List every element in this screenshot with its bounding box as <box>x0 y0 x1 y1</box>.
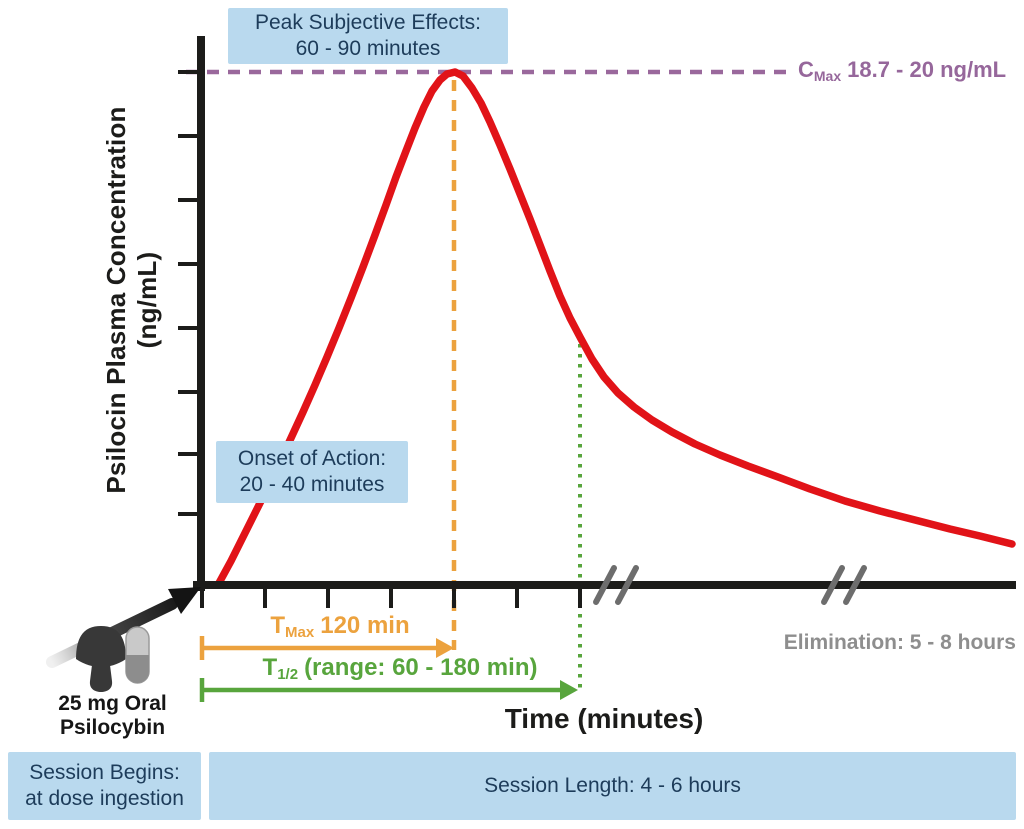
elimination-label: Elimination: 5 - 8 hours <box>783 631 1016 654</box>
tmax-value: 120 min <box>320 612 410 639</box>
thalf-label: T1/2 (range: 60 - 180 min) <box>260 654 540 683</box>
session-length-text: Session Length: 4 - 6 hours <box>484 774 741 797</box>
tmax-label: TMax 120 min <box>240 612 440 641</box>
y-axis-ticks <box>178 70 202 516</box>
thalf-prefix: T <box>262 654 278 681</box>
dose-line2: Psilocybin <box>59 716 166 739</box>
onset-of-action-box: Onset of Action: 20 - 40 minutes <box>216 441 408 503</box>
y-axis-label: Psilocin Plasma Concentration (ng/mL) <box>101 30 163 570</box>
thalf-subscript: 1/2 <box>277 666 299 683</box>
axis-break-2 <box>821 565 867 605</box>
peak-effects-line2: 60 - 90 minutes <box>295 37 441 60</box>
thalf-range-arrow <box>199 678 578 702</box>
axis-break-1 <box>593 565 639 605</box>
tmax-subscript: Max <box>285 624 315 641</box>
concentration-curve <box>215 68 1016 587</box>
session-begins-box: Session Begins: at dose ingestion <box>8 752 201 820</box>
session-begins-line1: Session Begins: <box>29 761 180 784</box>
tmax-range-arrow <box>199 636 454 660</box>
mushroom-icon <box>76 626 126 692</box>
onset-line2: 20 - 40 minutes <box>239 473 385 496</box>
onset-line1: Onset of Action: <box>237 447 387 470</box>
x-axis-ticks <box>200 586 582 608</box>
x-axis-label: Time (minutes) <box>504 703 704 734</box>
session-length-box: Session Length: 4 - 6 hours <box>209 752 1016 820</box>
peak-effects-box: Peak Subjective Effects: 60 - 90 minutes <box>228 8 508 64</box>
capsule-icon <box>125 626 150 684</box>
cmax-value: 18.7 - 20 ng/mL <box>847 57 1007 82</box>
cmax-label: CMax 18.7 - 20 ng/mL <box>798 57 1024 87</box>
dose-line1: 25 mg Oral <box>58 692 167 715</box>
peak-effects-line1: Peak Subjective Effects: <box>254 11 482 34</box>
y-axis-label-line1: Psilocin Plasma Concentration <box>101 106 131 494</box>
cmax-subscript: Max <box>813 68 842 84</box>
thalf-value: (range: 60 - 180 min) <box>304 654 538 681</box>
dose-label: 25 mg Oral Psilocybin <box>30 692 195 740</box>
cmax-prefix: C <box>798 57 814 82</box>
tmax-prefix: T <box>270 612 286 639</box>
y-axis-label-line2: (ng/mL) <box>132 251 162 349</box>
session-begins-line2: at dose ingestion <box>25 787 184 810</box>
